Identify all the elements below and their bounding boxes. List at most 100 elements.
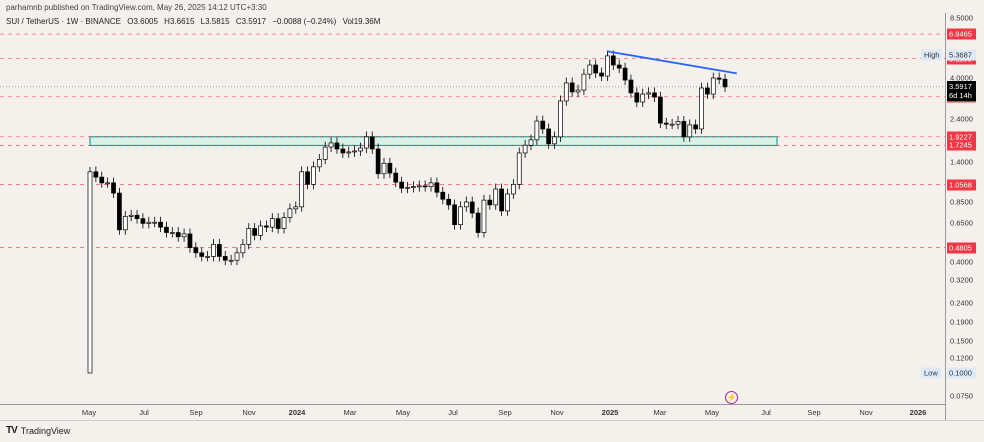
time-tick: Sep	[498, 408, 512, 417]
candle-body	[169, 232, 175, 234]
candle-body	[499, 188, 504, 212]
candle-body	[658, 96, 663, 124]
price-tick: 0.2400	[950, 298, 973, 308]
candle-body	[258, 225, 263, 236]
candle-body	[646, 92, 651, 95]
price-tick: 1.4000	[950, 157, 973, 167]
candle-body	[558, 100, 563, 138]
candle-body	[522, 144, 528, 154]
time-tick: Mar	[653, 408, 667, 417]
candle-body	[269, 218, 275, 228]
price-tick: 4.0000	[950, 73, 973, 83]
ohlc-change: −0.0088 (−0.24%)	[272, 17, 337, 26]
trendline	[607, 50, 737, 75]
candle-body	[687, 124, 693, 138]
candle-body	[540, 120, 546, 130]
candle-body	[346, 151, 352, 154]
divider	[0, 420, 984, 421]
candle-body	[252, 228, 257, 236]
candle-body	[411, 186, 416, 188]
candle-body	[364, 136, 369, 149]
candle-body	[699, 87, 704, 130]
candle-body	[158, 221, 163, 228]
candle-body	[99, 176, 105, 184]
time-tick: Jul	[448, 408, 458, 417]
ohlc-high: H3.6615	[164, 17, 195, 26]
candle-body	[316, 158, 322, 168]
candle-body	[299, 171, 305, 208]
candle-body	[587, 64, 593, 75]
candle-body	[287, 208, 293, 218]
candle-body	[705, 87, 710, 95]
candle-body	[722, 78, 728, 88]
candle-body	[628, 79, 634, 94]
candlestick-chart[interactable]	[0, 0, 945, 404]
price-axis[interactable]	[945, 13, 946, 420]
symbol-name[interactable]: SUI / TetherUS · 1W · BINANCE	[6, 17, 121, 26]
time-tick: 2025	[601, 408, 619, 417]
lightning-icon[interactable]: ⚡	[725, 391, 738, 404]
time-tick: Nov	[242, 408, 256, 417]
candle-body	[581, 73, 587, 91]
candle-body	[452, 204, 457, 226]
candle-body	[234, 252, 240, 261]
candle-body	[634, 92, 640, 103]
price-tick: 0.1900	[950, 317, 973, 327]
publisher-line: parhamnb published on TradingView.com, M…	[6, 3, 267, 12]
candle-body	[205, 256, 210, 258]
time-tick: May	[704, 408, 720, 417]
candle-body	[122, 216, 128, 231]
price-tick: 0.3200	[950, 275, 973, 285]
candle-body	[599, 72, 604, 77]
candle-body	[117, 192, 122, 231]
current-price: 3.5917	[949, 81, 972, 91]
candle-body	[710, 77, 716, 95]
candle-body	[463, 201, 469, 208]
candle-body	[352, 150, 357, 153]
time-tick: Sep	[189, 408, 203, 417]
candle-body	[669, 123, 675, 126]
candle-body	[511, 183, 516, 195]
candle-body	[305, 171, 310, 185]
candle-body	[552, 136, 557, 145]
candle-body	[111, 182, 116, 194]
candle-body	[199, 252, 205, 257]
level-price-badge: 0.4805	[947, 242, 976, 254]
time-tick: Nov	[550, 408, 564, 417]
candle-body	[546, 128, 551, 145]
candle-body	[640, 93, 646, 103]
candle-body	[375, 148, 381, 175]
ohlc-close: C3.5917	[235, 17, 267, 26]
candle-body	[416, 185, 422, 188]
candle-body	[716, 77, 722, 80]
time-tick: May	[395, 408, 411, 417]
candle-body	[616, 64, 622, 69]
candle-body	[105, 182, 110, 185]
high-price-badge: 5.3687	[947, 49, 976, 61]
time-tick: May	[81, 408, 97, 417]
candle-body	[387, 162, 393, 174]
price-tick: 0.8500	[950, 197, 973, 207]
candle-body	[246, 228, 252, 245]
candle-body	[328, 142, 334, 148]
ohlc-open: O3.6005	[127, 17, 158, 26]
price-tick: 0.1500	[950, 336, 973, 346]
price-tick: 2.4000	[950, 114, 973, 124]
candle-body	[458, 206, 463, 226]
volume: Vol19.36M	[342, 17, 381, 26]
ohlc-low: L3.5815	[200, 17, 230, 26]
candle-body	[211, 244, 216, 257]
candle-body	[311, 166, 316, 185]
candle-body	[393, 172, 399, 183]
time-tick: Nov	[859, 408, 873, 417]
candle-body	[446, 198, 452, 206]
candle-body	[622, 67, 628, 81]
price-tick: 0.4000	[950, 257, 973, 267]
footer: TV TradingView	[6, 425, 70, 436]
candle-body	[381, 162, 387, 175]
candle-body	[575, 89, 581, 93]
candle-body	[505, 193, 510, 212]
time-tick: 2026	[909, 408, 927, 417]
price-tick: 0.1200	[950, 353, 973, 363]
time-axis[interactable]	[0, 404, 945, 405]
